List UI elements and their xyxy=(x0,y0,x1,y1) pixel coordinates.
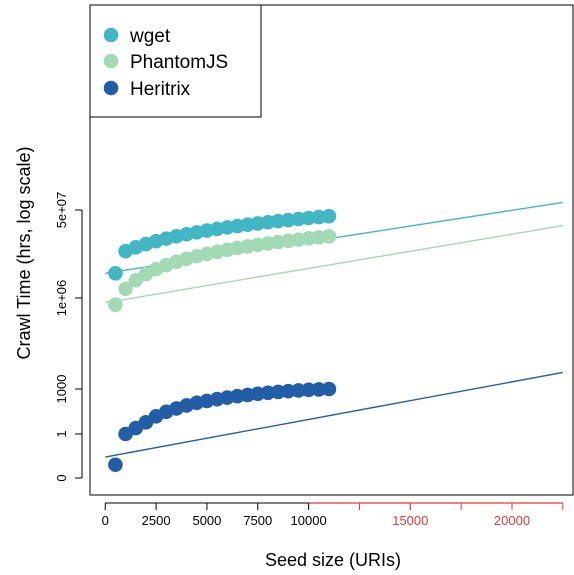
x-axis-label: Seed size (URIs) xyxy=(265,550,401,570)
y-tick-label: 1000 xyxy=(54,375,69,404)
legend-label-heritrix: Heritrix xyxy=(130,79,191,100)
legend-marker-heritrix xyxy=(103,80,119,96)
point-wget xyxy=(321,208,337,224)
data-points xyxy=(108,208,337,473)
x-tick-label: 2500 xyxy=(142,513,171,528)
point-phantomjs xyxy=(321,229,337,244)
point-phantomjs xyxy=(108,297,123,313)
legend-marker-wget xyxy=(103,27,119,43)
point-heritrix xyxy=(108,457,123,473)
x-tick-label: 20000 xyxy=(494,513,530,528)
point-heritrix xyxy=(321,381,337,397)
y-tick-label: 1e+06 xyxy=(54,280,69,317)
x-tick-label: 0 xyxy=(102,513,109,528)
y-tick-label: 0 xyxy=(54,474,69,481)
x-tick-label: 7500 xyxy=(243,513,272,528)
y-tick-label: 5e+07 xyxy=(54,192,69,229)
axes: 0 2500 5000 7500 10000 15000 20000 0 1 1000 1e+06 5… xyxy=(54,192,564,528)
y-axis-label: Crawl Time (hrs, log scale) xyxy=(14,146,34,359)
trend-line-heritrix xyxy=(105,371,563,458)
x-tick-label: 5000 xyxy=(192,513,221,528)
legend-marker-phantomjs xyxy=(103,53,119,69)
point-wget xyxy=(108,265,123,281)
legend-label-wget: wget xyxy=(129,26,171,47)
point-phantomjs xyxy=(118,281,133,297)
legend: wget PhantomJS Heritrix xyxy=(89,4,262,118)
legend-label-phantomjs: PhantomJS xyxy=(130,52,228,73)
trend-line-phantomjs xyxy=(105,224,563,304)
x-tick-label: 10000 xyxy=(291,513,327,528)
legend-box xyxy=(89,4,262,118)
x-tick-label: 15000 xyxy=(392,513,428,528)
y-tick-label: 1 xyxy=(54,430,69,437)
